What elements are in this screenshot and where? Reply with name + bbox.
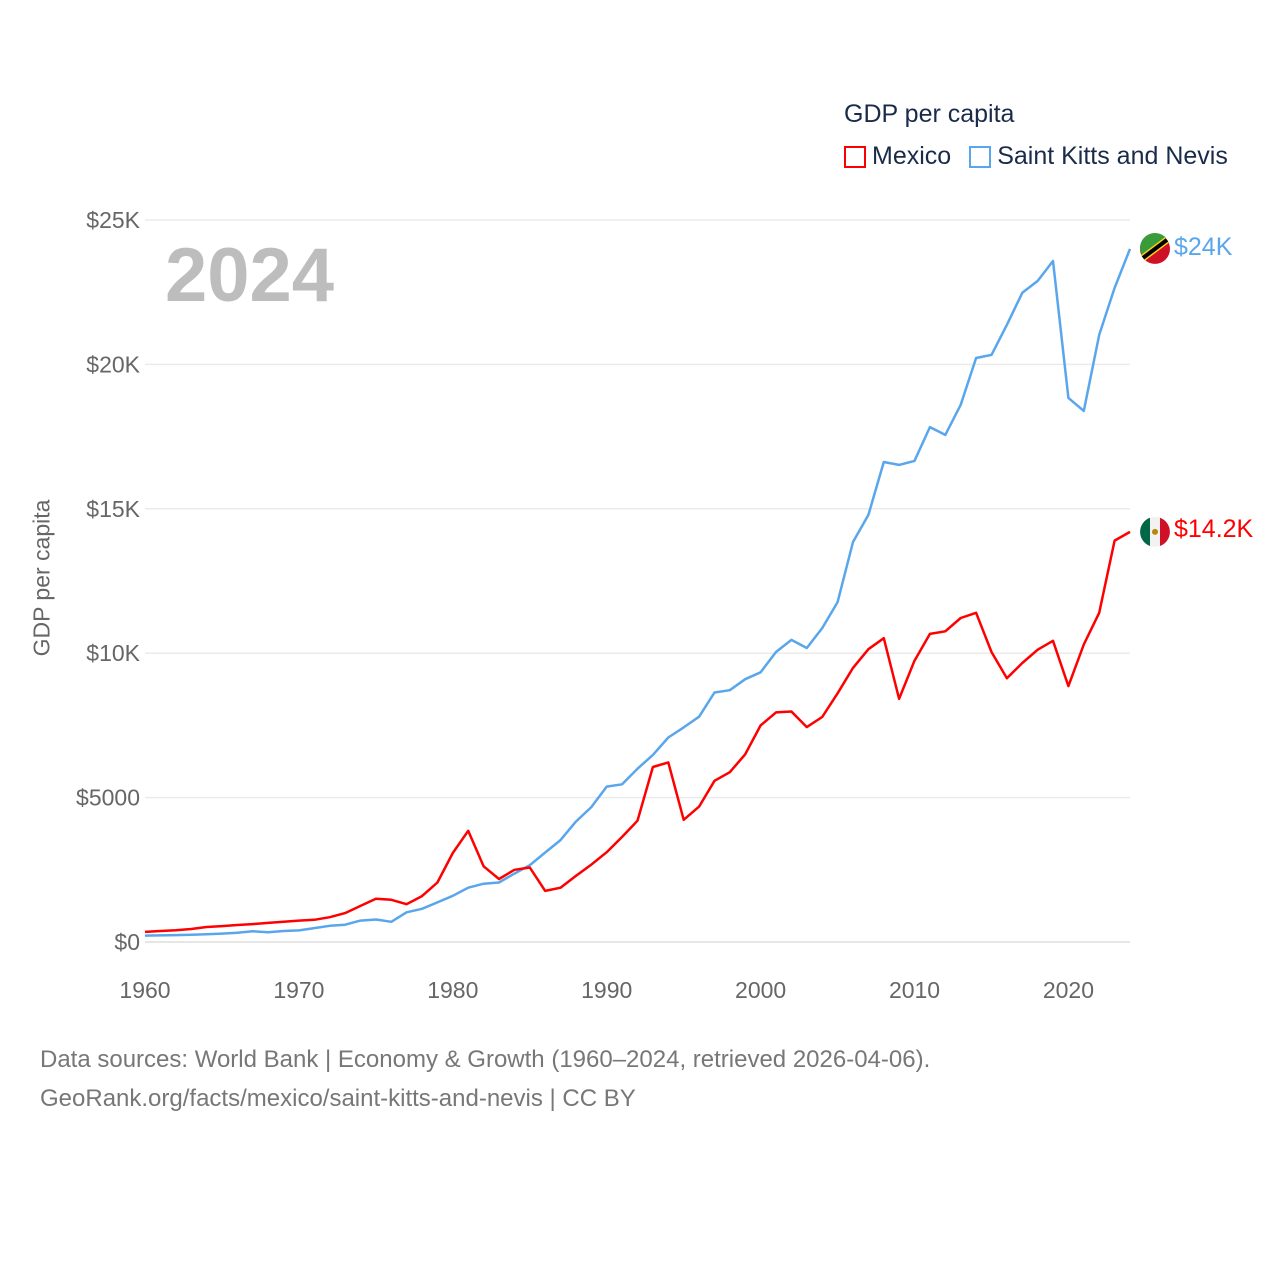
legend-swatch-saint-kitts: [969, 145, 992, 168]
flag-mexico-green: [1140, 517, 1150, 547]
x-tick-label: 1970: [273, 977, 324, 1003]
y-tick-label: $25K: [86, 207, 140, 233]
y-tick-label: $20K: [86, 351, 140, 377]
y-tick-label: $5000: [76, 785, 140, 811]
flag-mexico-emblem: [1152, 528, 1158, 535]
y-tick-label: $10K: [86, 640, 140, 666]
source-text: Data sources: World Bank | Economy & Gro…: [40, 1046, 931, 1073]
flag-saint-kitts-green: [1139, 233, 1166, 256]
end-label-mexico: $14.2K: [1174, 515, 1254, 543]
x-tick-label: 1960: [119, 977, 170, 1003]
legend-swatch-mexico: [844, 145, 866, 168]
legend-label-saint-kitts: Saint Kitts and Nevis: [997, 142, 1228, 170]
y-tick-label: $0: [114, 929, 140, 955]
legend-title: GDP per capita: [844, 100, 1015, 128]
legend: Mexico Saint Kitts and Nevis: [844, 142, 1228, 171]
x-tick-label: 2000: [735, 977, 786, 1003]
x-tick-label: 1990: [581, 977, 632, 1003]
legend-item-mexico[interactable]: Mexico: [844, 142, 951, 171]
x-tick-label: 2020: [1043, 977, 1094, 1003]
flag-mexico-red: [1160, 517, 1170, 547]
y-axis-label: GDP per capita: [28, 499, 55, 657]
x-tick-label: 2010: [889, 977, 940, 1003]
series-line-mexico: [144, 530, 1131, 934]
legend-label-mexico: Mexico: [872, 142, 952, 170]
legend-item-saint-kitts[interactable]: Saint Kitts and Nevis: [969, 142, 1228, 171]
x-tick-label: 1980: [427, 977, 478, 1003]
series-line-saint-kitts-and-nevis: [144, 248, 1132, 937]
year-label: 2024: [165, 233, 335, 318]
end-label-saint-kitts: $24K: [1174, 233, 1233, 261]
flag-saint-kitts-black: [1141, 238, 1169, 260]
source-link[interactable]: GeoRank.org/facts/mexico/saint-kitts-and…: [40, 1085, 636, 1112]
y-tick-label: $15K: [86, 496, 140, 522]
